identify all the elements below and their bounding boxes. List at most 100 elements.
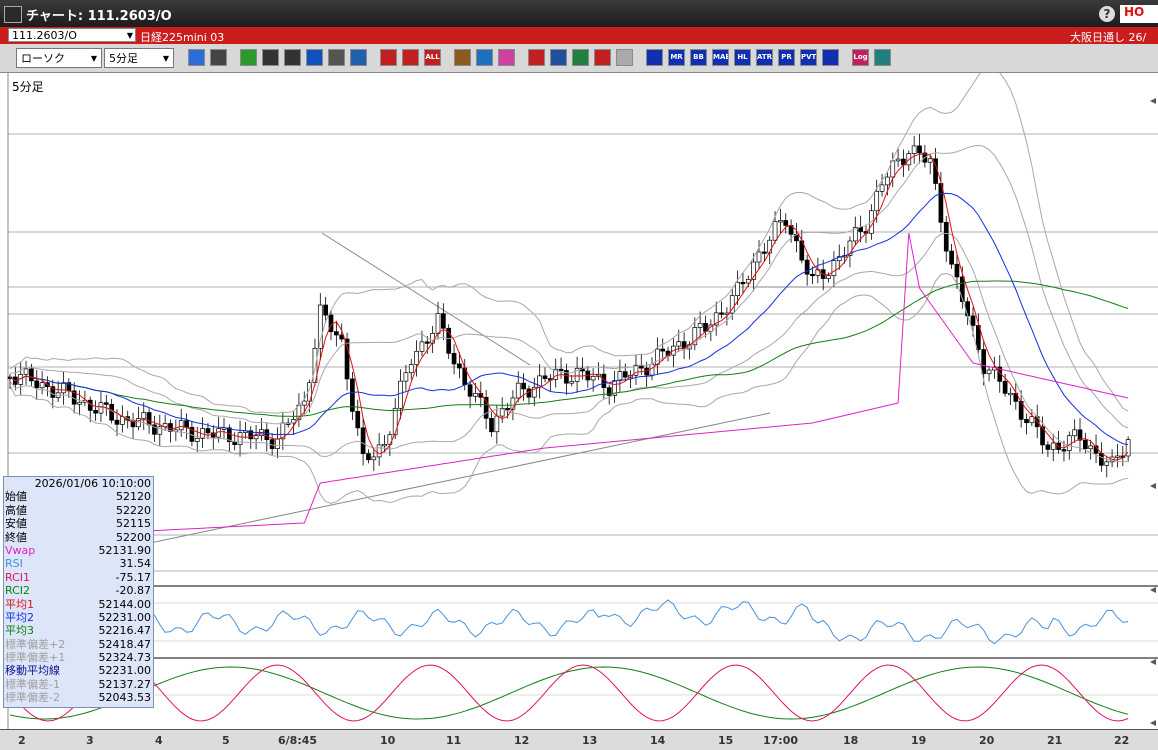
candle-body: [451, 352, 457, 365]
undo-icon[interactable]: [306, 49, 323, 66]
candle-body: [1040, 426, 1045, 446]
time-axis-label: 20: [979, 734, 995, 747]
candle-body: [398, 380, 403, 409]
list-icon[interactable]: [328, 49, 345, 66]
moving-average-2: [9, 192, 1129, 446]
window-icon[interactable]: [874, 49, 891, 66]
candle-body: [494, 415, 500, 433]
candle-body: [879, 184, 885, 192]
atr-icon[interactable]: ATR: [756, 49, 773, 66]
draw-line-icon[interactable]: [240, 49, 257, 66]
import-icon[interactable]: [528, 49, 545, 66]
data-row-label: 平均3: [5, 624, 34, 638]
time-axis-label: 19: [911, 734, 927, 747]
data-row: 平均1 52144.00: [4, 598, 153, 611]
data-row-label: RCI2: [5, 584, 31, 598]
chart-type-select[interactable]: ローソク ▼: [16, 48, 102, 68]
candle-body: [751, 261, 757, 280]
mae-icon[interactable]: MAE: [712, 49, 729, 66]
candle-body: [34, 380, 40, 389]
candle-body: [1045, 444, 1051, 450]
candle-body: [483, 396, 489, 419]
candle-body: [895, 158, 901, 162]
bars-icon[interactable]: [572, 49, 589, 66]
candle-body: [783, 220, 789, 226]
candle-body: [371, 456, 377, 461]
data-row-value: 52216.47: [98, 624, 152, 638]
candle-body: [264, 429, 270, 440]
candle-body: [1104, 461, 1110, 466]
candle-body: [826, 275, 831, 279]
data-row: RCI1 -75.17: [4, 571, 153, 584]
settings-icon[interactable]: [454, 49, 471, 66]
scroll-arrow-icon: [1150, 587, 1156, 593]
candle-body: [590, 375, 596, 381]
data-row-value: 52120: [116, 490, 151, 504]
candle-body: [542, 375, 548, 379]
data-row-label: RSI: [5, 557, 23, 571]
timeframe-select[interactable]: 5分足 ▼: [104, 48, 174, 68]
frame-icon[interactable]: [822, 49, 839, 66]
bollinger-lower2: [9, 272, 1129, 504]
data-row: 標準偏差+2 52418.47: [4, 638, 153, 651]
chevron-down-icon: ▼: [90, 54, 97, 63]
time-axis-label: 6/8:45: [278, 734, 318, 747]
color-icon[interactable]: [498, 49, 515, 66]
cursor-icon[interactable]: [284, 49, 301, 66]
data-row-value: 52220: [116, 503, 151, 517]
data-row-label: 標準偏差+1: [5, 651, 66, 665]
candle-body: [836, 256, 842, 262]
bb-icon[interactable]: BB: [690, 49, 707, 66]
data-row-label: 移動平均線: [5, 664, 60, 678]
data-row: 高値 52220: [4, 504, 153, 517]
candle-body: [152, 424, 157, 435]
candle-body: [114, 419, 120, 425]
delete-icon[interactable]: [594, 49, 611, 66]
symbol-select[interactable]: 111.2603/O ▼: [8, 28, 136, 42]
candle-body: [1024, 419, 1029, 424]
candle-body: [275, 438, 280, 449]
data-row-value: -75.17: [115, 570, 151, 584]
trash-icon[interactable]: [350, 49, 367, 66]
candle-body: [39, 382, 45, 389]
candle-body: [1125, 439, 1131, 457]
bar-right-icon[interactable]: [402, 49, 419, 66]
pen-icon[interactable]: [476, 49, 493, 66]
candle-body: [366, 453, 371, 461]
data-row: 終値 52200: [4, 531, 153, 544]
crosshair-icon[interactable]: [210, 49, 227, 66]
price-chart-svg[interactable]: [0, 73, 1158, 729]
pvt-icon[interactable]: PVT: [800, 49, 817, 66]
chevron-down-icon: ▼: [126, 31, 133, 40]
candle-body: [446, 327, 452, 354]
clock-icon[interactable]: [550, 49, 567, 66]
instrument-name: 日経225mini 03: [140, 31, 225, 44]
bar-left-icon[interactable]: [380, 49, 397, 66]
candle-body: [253, 435, 259, 440]
all-icon[interactable]: ALL: [424, 49, 441, 66]
ma-icon[interactable]: MR: [668, 49, 685, 66]
candle-body: [986, 369, 992, 374]
hot-button[interactable]: HO: [1120, 5, 1158, 23]
candle-body: [403, 372, 409, 382]
candle-body: [184, 420, 189, 428]
candle-body: [644, 367, 650, 376]
candle-body: [949, 250, 954, 265]
chart-area[interactable]: 5分足 2026/01/06 10:10:00 始値 52120 高値 52220 安値…: [0, 73, 1158, 749]
chart-type-value: ローソク: [21, 52, 65, 65]
blank-icon[interactable]: [616, 49, 633, 66]
data-row-value: 31.54: [119, 557, 152, 571]
log-icon[interactable]: Log: [852, 49, 869, 66]
indicator-icon[interactable]: [646, 49, 663, 66]
time-axis-label: 4: [155, 734, 163, 747]
scroll-arrow-icon: [1150, 720, 1156, 726]
pr-icon[interactable]: PR: [778, 49, 795, 66]
candle-body: [564, 370, 569, 384]
time-axis-label: 14: [650, 734, 666, 747]
search-icon[interactable]: [188, 49, 205, 66]
data-row-label: 安値: [5, 517, 27, 531]
help-icon[interactable]: ?: [1099, 6, 1115, 22]
zoom-icon[interactable]: [262, 49, 279, 66]
hl-icon[interactable]: HL: [734, 49, 751, 66]
bollinger-upper1: [10, 144, 1129, 429]
